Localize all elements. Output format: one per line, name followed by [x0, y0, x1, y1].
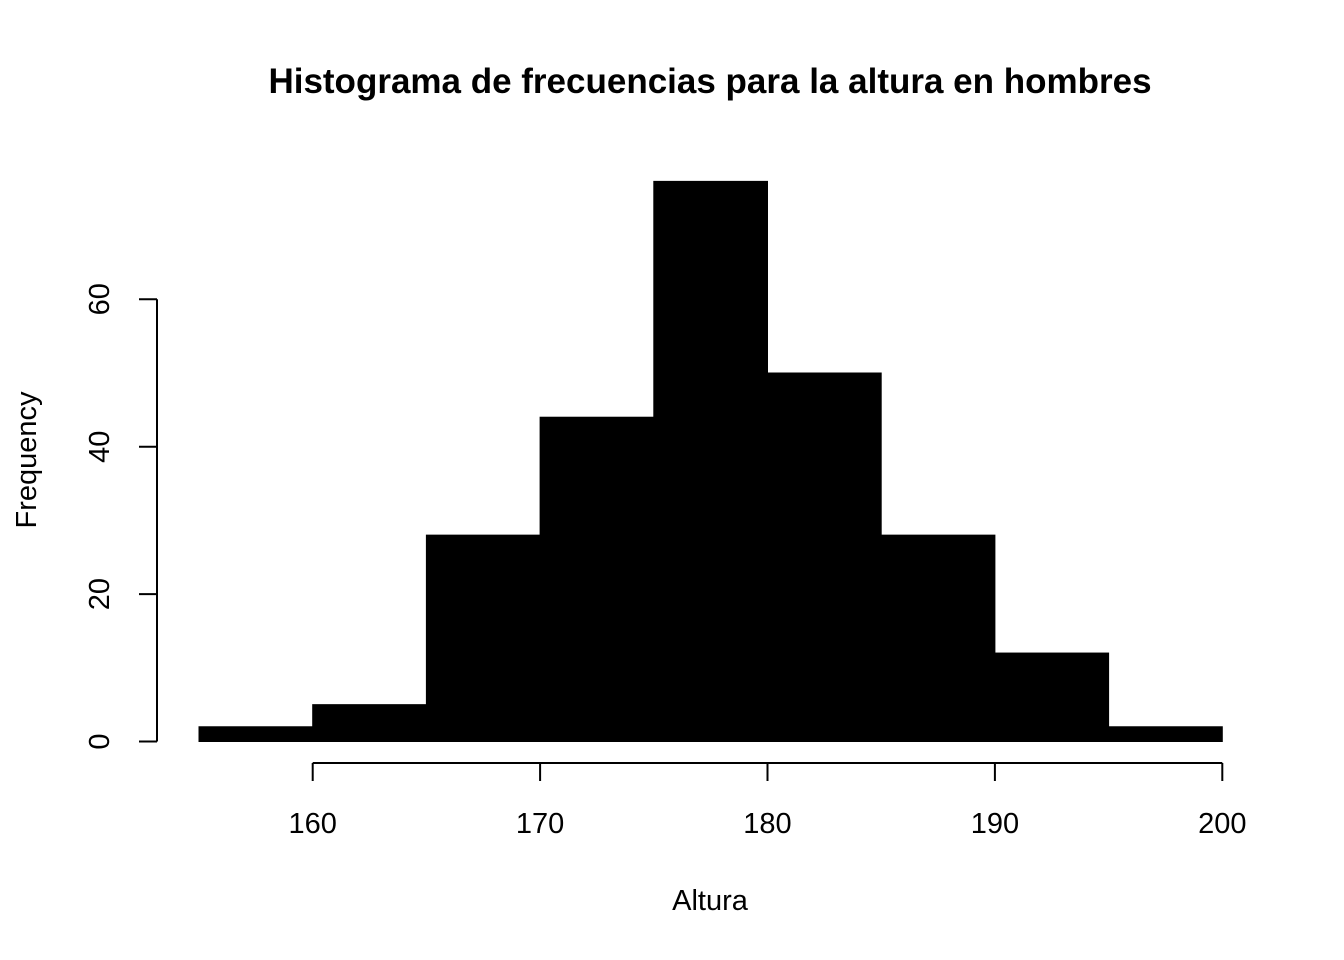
x-axis: 160 170 180 190 200: [289, 762, 1246, 840]
chart-title: Histograma de frecuencias para la altura…: [268, 62, 1151, 101]
histogram-bar: [653, 180, 768, 742]
histogram-bar: [994, 652, 1110, 742]
x-tick-label: 170: [516, 808, 564, 840]
histogram-bar: [1108, 726, 1223, 743]
y-axis-label: Frequency: [11, 391, 43, 529]
histogram-bar: [767, 372, 882, 742]
x-tick-label: 180: [743, 808, 791, 840]
histogram-bar: [425, 534, 541, 743]
y-tick-label: 40: [84, 431, 116, 463]
y-tick-label: 0: [84, 733, 116, 749]
bars-group: [198, 180, 1223, 743]
x-tick-label: 190: [971, 808, 1019, 840]
y-tick-label: 20: [84, 578, 116, 610]
histogram-bar: [198, 726, 314, 743]
x-tick-label: 200: [1198, 808, 1246, 840]
histogram-bar: [880, 534, 996, 743]
y-axis: 0 20 40 60: [84, 283, 158, 750]
x-axis-label: Altura: [672, 885, 749, 917]
x-tick-label: 160: [289, 808, 337, 840]
histogram-bar: [312, 704, 427, 743]
y-tick-label: 60: [84, 283, 116, 315]
histogram-bar: [539, 416, 655, 742]
